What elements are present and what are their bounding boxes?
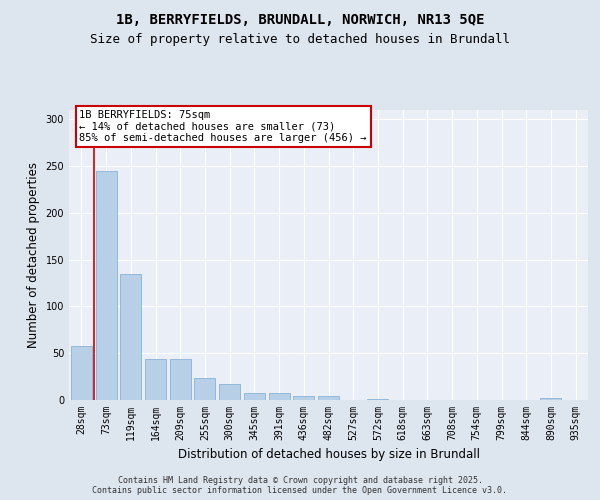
Bar: [170, 359, 191, 400]
Text: 1B, BERRYFIELDS, BRUNDALL, NORWICH, NR13 5QE: 1B, BERRYFIELDS, BRUNDALL, NORWICH, NR13…: [116, 12, 484, 26]
Text: Size of property relative to detached houses in Brundall: Size of property relative to detached ho…: [90, 32, 510, 46]
Bar: [95, 171, 116, 400]
Bar: [219, 384, 240, 400]
Bar: [244, 394, 265, 400]
Bar: [194, 378, 215, 400]
Bar: [318, 396, 339, 400]
Bar: [145, 359, 166, 400]
Y-axis label: Number of detached properties: Number of detached properties: [27, 162, 40, 348]
Bar: [541, 398, 562, 400]
Text: Contains HM Land Registry data © Crown copyright and database right 2025.
Contai: Contains HM Land Registry data © Crown c…: [92, 476, 508, 495]
Bar: [367, 399, 388, 400]
Text: 1B BERRYFIELDS: 75sqm
← 14% of detached houses are smaller (73)
85% of semi-deta: 1B BERRYFIELDS: 75sqm ← 14% of detached …: [79, 110, 367, 143]
Bar: [120, 274, 141, 400]
Bar: [293, 396, 314, 400]
Bar: [269, 394, 290, 400]
Bar: [71, 346, 92, 400]
X-axis label: Distribution of detached houses by size in Brundall: Distribution of detached houses by size …: [178, 448, 479, 462]
